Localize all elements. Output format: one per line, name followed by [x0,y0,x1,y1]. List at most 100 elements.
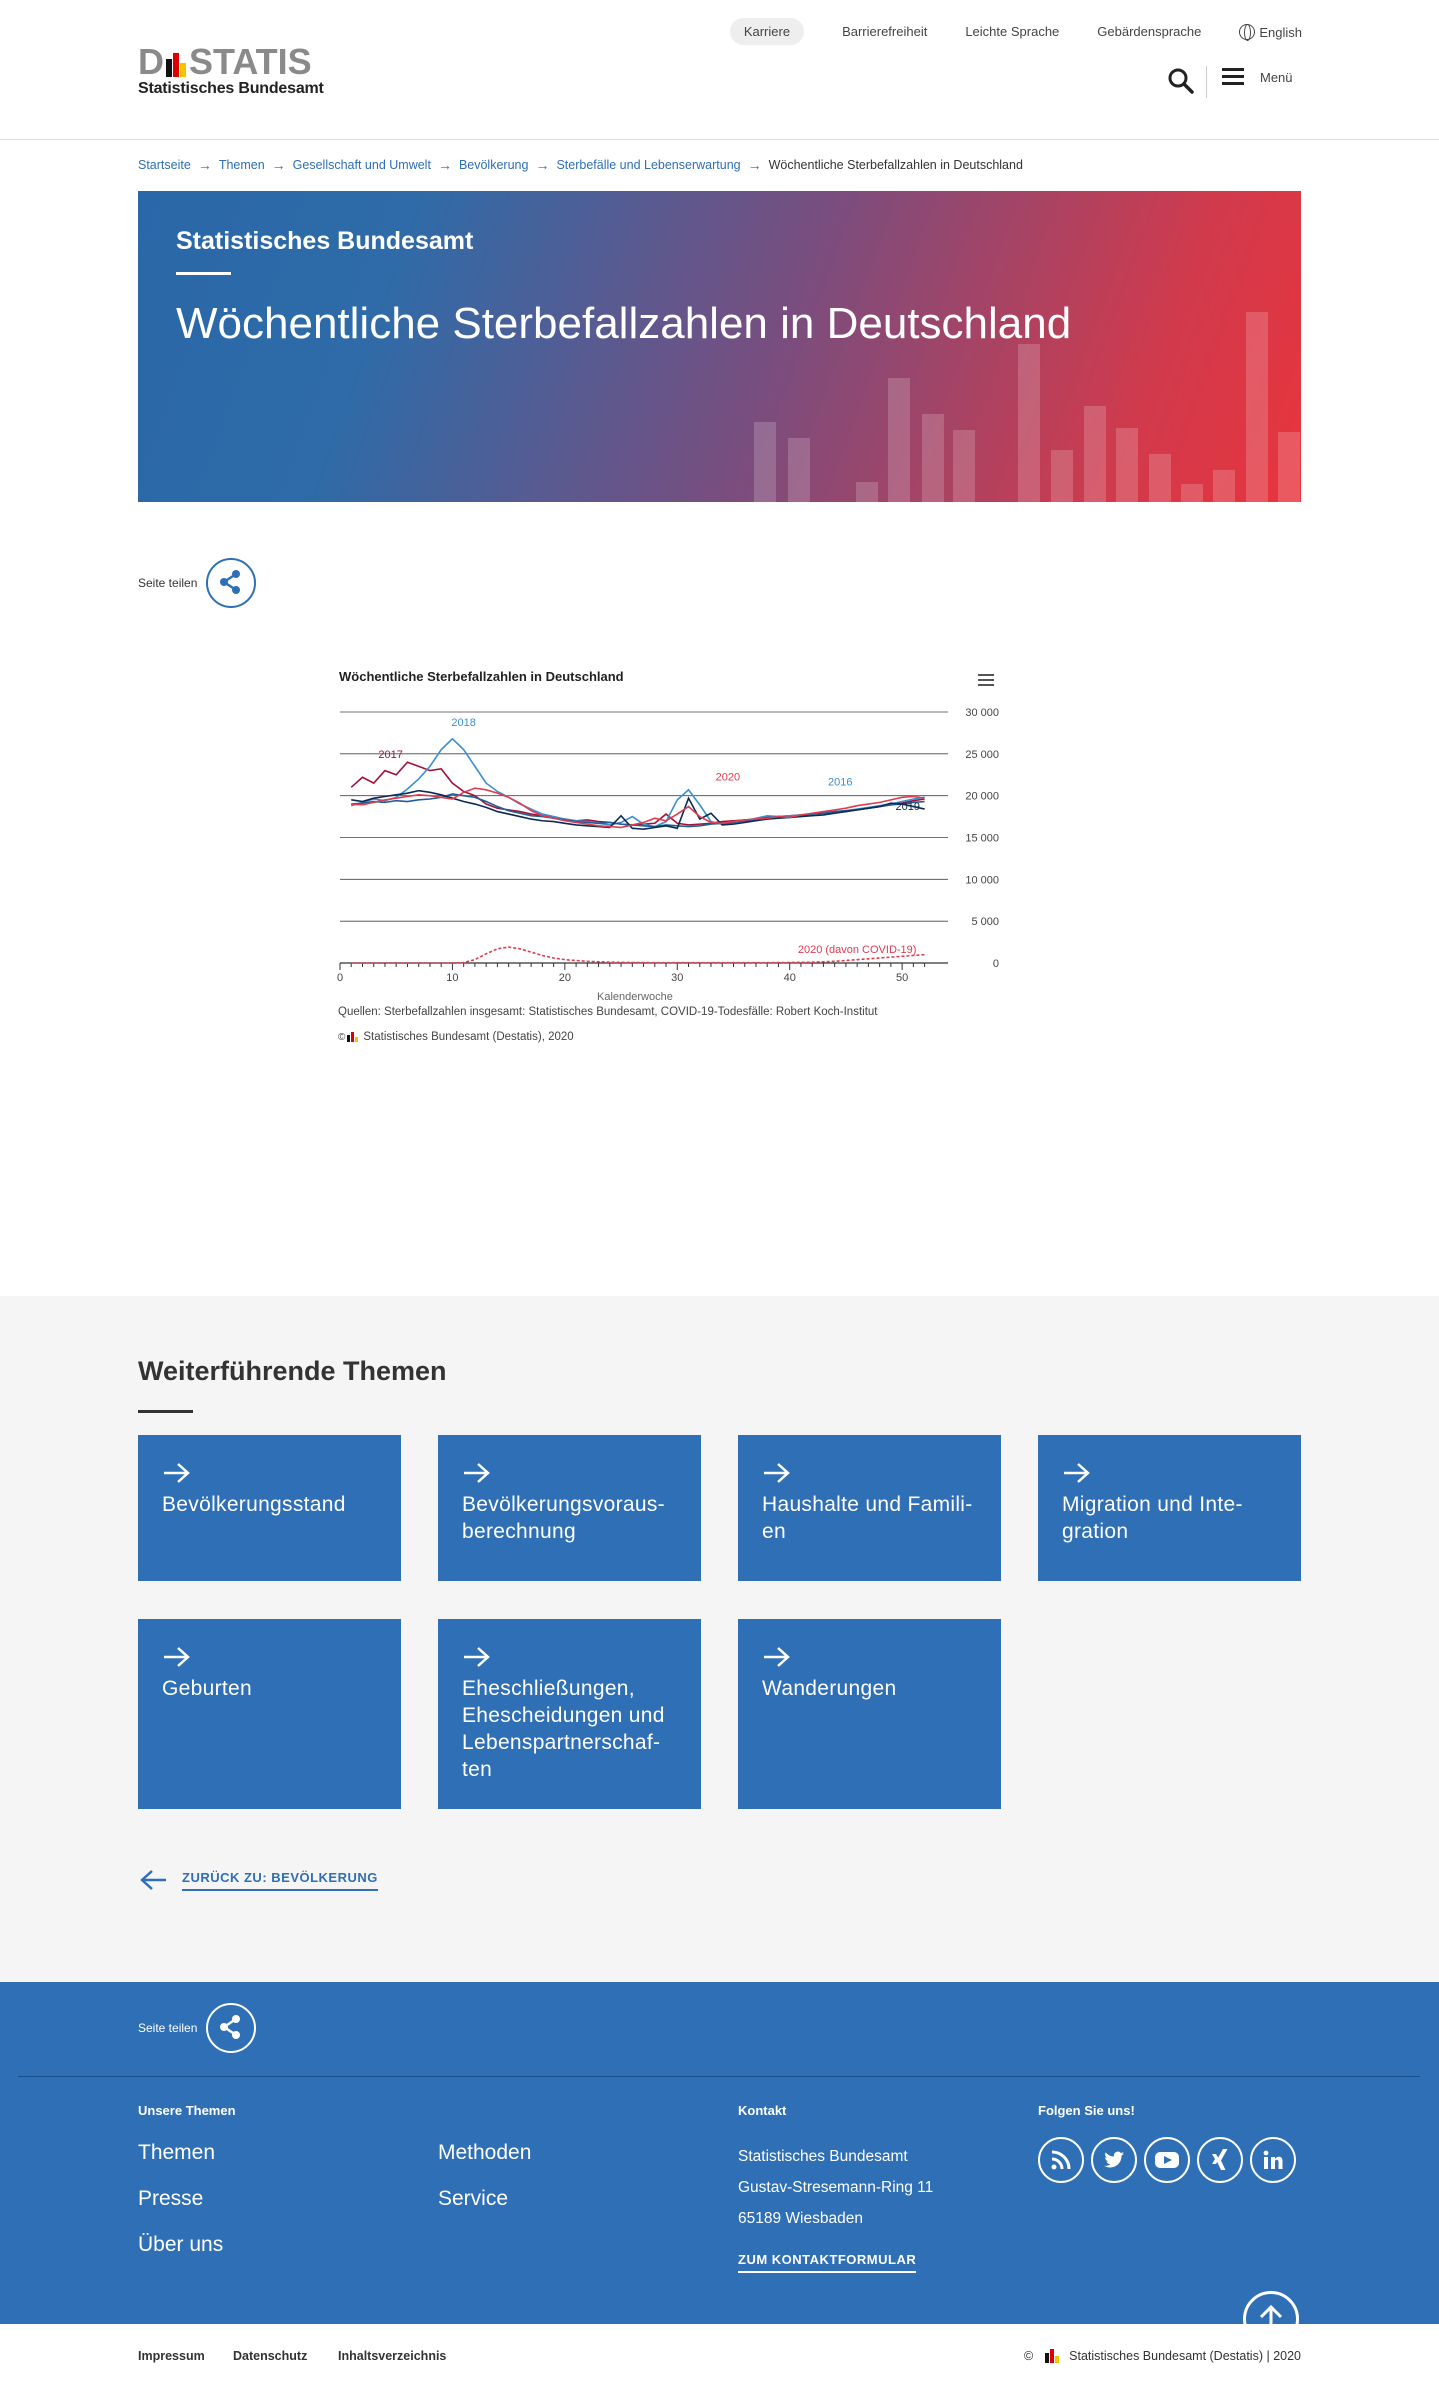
chart-series-line [351,793,925,828]
footer-link-presse[interactable]: Presse [138,2187,204,2210]
social-youtube-button[interactable] [1144,2137,1190,2183]
language-switch[interactable]: English [1239,23,1302,41]
chart-y-tick-label: 5 000 [971,916,999,928]
related-title: Weiterführende Themen [138,1356,447,1386]
hero-deco-bar [1278,432,1300,502]
breadcrumb-bevoelkerung[interactable]: Bevölkerung [458,158,529,172]
arrow-right-icon [764,1647,790,1667]
tile-bevoelkerungsvorausberechnung[interactable]: Bevölkerungsvoraus- berechnung [438,1435,701,1581]
tile-eheschliessungen[interactable]: Eheschließungen, Ehescheidungen und Lebe… [438,1619,701,1809]
hamburger-icon [1222,68,1244,86]
footer-follow-heading: Folgen Sie uns! [1038,2103,1135,2118]
chart-series-line [351,787,925,829]
tile-geburten[interactable]: Geburten [138,1619,401,1809]
footer-link-methoden[interactable]: Methoden [438,2141,532,2164]
chart-menu-button[interactable] [978,674,994,686]
copyright: © Statistisches Bundesamt (Destatis) | 2… [1024,2349,1301,2363]
tile-migration-integration[interactable]: Migration und Inte- gration [1038,1435,1301,1581]
contact-street: Gustav-Stresemann-Ring 11 [738,2179,934,2196]
arrow-right-icon [764,1463,790,1483]
logo-flag-icon [166,49,187,77]
footer-themes-heading: Unsere Themen [138,2103,236,2118]
topnav-gebaerdensprache[interactable]: Gebärdensprache [1097,24,1202,39]
hero-deco-bar [1051,450,1073,502]
youtube-icon [1155,2152,1179,2168]
xing-icon [1212,2149,1228,2170]
search-icon [1168,68,1194,94]
contact-form-link[interactable]: ZUM KONTAKTFORMULAR [738,2252,917,2273]
site-header: D STATIS Statistisches Bundesamt Karrier… [0,0,1439,140]
destatis-flag-icon [1045,2349,1060,2363]
contact-name: Statistisches Bundesamt [738,2148,908,2165]
tile-bevoelkerungsstand[interactable]: Bevölkerungsstand [138,1435,401,1581]
breadcrumb-gesellschaft[interactable]: Gesellschaft und Umwelt [292,158,431,172]
tile-wanderungen[interactable]: Wanderungen [738,1619,1001,1809]
chart-x-tick-label: 50 [896,972,908,984]
breadcrumb-themen[interactable]: Themen [218,158,265,172]
chart-menu-icon [978,674,994,686]
logo-wordmark: D STATIS [138,41,312,82]
chart-x-axis-label: Kalenderwoche [597,991,673,1003]
social-xing-button[interactable] [1197,2137,1243,2183]
search-button[interactable] [1166,66,1196,96]
chart-y-tick-label: 10 000 [965,874,999,886]
back-link-label: ZURÜCK ZU: BEVÖLKERUNG [182,1870,378,1891]
back-link[interactable]: ZURÜCK ZU: BEVÖLKERUNG [138,1868,378,1892]
destatis-logo[interactable]: D STATIS Statistisches Bundesamt [138,44,324,98]
arrow-right-icon: → [535,157,550,173]
chart-series-label: 2017 [378,749,402,761]
chart-series-label: 2020 [716,772,740,784]
hero-deco-bar [788,438,810,502]
topnav-karriere[interactable]: Karriere [729,18,805,45]
topnav-leichte-sprache[interactable]: Leichte Sprache [965,24,1060,39]
chart-series-label: 2020 (davon COVID-19) [798,944,917,956]
hero-deco-bar [953,430,975,502]
footer-link-service[interactable]: Service [438,2187,509,2210]
arrow-right-icon [464,1647,490,1667]
social-twitter-button[interactable] [1091,2137,1137,2183]
arrow-right-icon [164,1647,190,1667]
breadcrumb-sterbefaelle[interactable]: Sterbefälle und Lebenserwartung [556,158,741,172]
hero-deco-bar [1149,454,1171,502]
datenschutz-link[interactable]: Datenschutz [233,2349,308,2363]
chart-series-line [351,789,925,830]
breadcrumb: Startseite → Themen → Gesellschaft und Umw… [138,157,1023,173]
impressum-link[interactable]: Impressum [138,2349,205,2363]
rss-icon [1051,2150,1071,2170]
inhaltsverzeichnis-link[interactable]: Inhaltsverzeichnis [338,2349,447,2363]
chart-series-line [351,946,925,964]
related-topics-section: Weiterführende Themen Bevölkerungsstand … [0,1296,1439,1982]
arrow-right-icon [1064,1463,1090,1483]
chart: 30 000 25 000 20 000 15 000 10 000 5 000 0 0 10 2… [337,707,999,984]
footer-link-themen[interactable]: Themen [138,2141,216,2164]
hero-deco-bar [1246,312,1268,502]
menu-button[interactable]: Menü [1222,68,1293,86]
chart-series-label: 2018 [451,717,475,729]
hero-deco-bar [1084,406,1106,502]
chart-y-tick-label: 15 000 [965,833,999,845]
footer-contact-heading: Kontakt [738,2103,787,2118]
share-section: Seite teilen [138,558,257,608]
chart-x-tick-label: 40 [784,972,796,984]
footer-link-ueber-uns[interactable]: Über uns [138,2233,224,2256]
social-rss-button[interactable] [1038,2137,1084,2183]
tile-haushalte-familien[interactable]: Haushalte und Famili- en [738,1435,1001,1581]
social-linkedin-button[interactable] [1250,2137,1296,2183]
logo-subtitle: Statistisches Bundesamt [138,80,324,97]
footer-share-button[interactable] [206,2003,257,2053]
chart-y-tick-label: 30 000 [965,707,999,719]
arrow-left-icon [140,1870,166,1890]
linkedin-icon [1263,2150,1283,2169]
share-button[interactable] [206,558,257,608]
arrow-right-icon: → [197,157,212,173]
hero-deco-bar [1181,484,1203,502]
chart-y-tick-label: 0 [993,958,999,970]
breadcrumb-startseite[interactable]: Startseite [138,158,191,172]
site-footer: Seite teilen Unsere Themen Themen Presse… [0,1982,1439,2324]
topnav-barrierefreiheit[interactable]: Barrierefreiheit [842,24,928,39]
page-title: Wöchentliche Sterbefallzahlen in Deutsch… [176,299,1072,348]
chart-series-label: 2019 [896,801,920,813]
tile-label: Bevölkerungsstand [162,1493,346,1516]
share-label: Seite teilen [138,576,198,590]
hero-deco-bar [754,422,776,502]
